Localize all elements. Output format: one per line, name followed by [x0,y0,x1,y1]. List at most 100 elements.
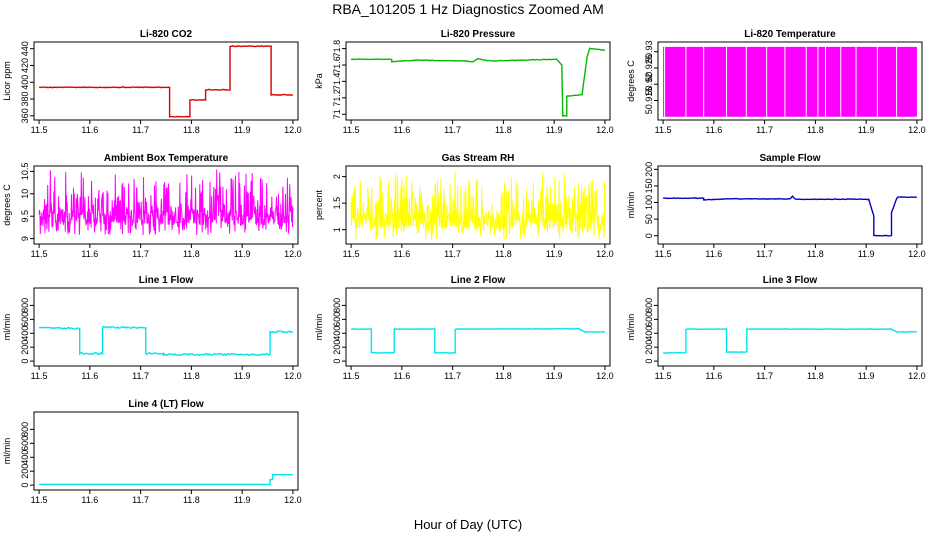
y-tick-label: 50.915 [644,87,654,115]
y-tick-label: 600 [644,312,654,327]
plot-frame [345,41,611,121]
y-tick-label: 800 [332,298,342,313]
x-tick-label: 11.7 [132,371,149,381]
x-tick-label: 11.7 [756,249,773,259]
series-group [662,195,917,237]
x-tick-label: 11.6 [705,125,722,135]
y-tick-label: 400 [20,450,30,465]
x-tick-label: 11.9 [546,249,563,259]
x-tick-label: 11.9 [546,371,563,381]
y-axis-label: ml/min [626,192,636,219]
plot-frame [33,411,299,491]
y-tick-label: 1 [332,227,342,232]
x-tick-label: 11.6 [81,125,98,135]
x-tick-label: 11.5 [31,249,48,259]
plot-title: Line 2 Flow [451,275,506,286]
x-tick-label: 11.9 [858,249,875,259]
y-tick-label: 800 [644,298,654,313]
x-tick-label: 11.8 [495,371,512,381]
plot-title: Ambient Box Temperature [104,153,229,164]
x-tick-label: 11.8 [495,125,512,135]
x-tick-label: 11.5 [31,371,48,381]
y-tick-label: 10 [20,189,30,199]
x-tick-label: 11.9 [234,371,251,381]
y-tick-label: 600 [332,312,342,327]
x-tick-label: 11.5 [655,371,672,381]
x-tick-label: 12.0 [284,495,302,505]
series-group [38,325,293,357]
x-tick-label: 11.7 [132,495,149,505]
y-tick-label: 0 [20,483,30,488]
x-tick-label: 11.6 [705,249,722,259]
plot-title: Li-820 CO2 [140,29,193,40]
y-tick-label: 800 [20,298,30,313]
y-tick-label: 9.5 [20,210,30,223]
y-tick-label: 200 [332,340,342,355]
y-tick-label: 0 [20,359,30,364]
x-tick-label: 11.6 [393,371,410,381]
plot-frame [657,41,923,121]
x-tick-label: 11.8 [807,125,824,135]
x-tick-label: 11.7 [132,249,149,259]
plot-frame [657,165,923,245]
y-axis-label: percent [314,189,324,220]
plot-9: Line 3 Flow 11.5 11.6 11.7 11.8 11.9 12.0 0 2004… [626,275,926,381]
y-axis-label: degrees C [2,184,12,226]
series-line [351,327,605,354]
plot-frame [33,287,299,367]
plot-6: Sample Flow 11.5 11.6 11.7 11.8 11.9 12.0 0 50 10… [626,153,926,259]
x-tick-label: 11.9 [858,371,875,381]
x-tick-label: 12.0 [284,371,302,381]
y-tick-label: 400 [332,326,342,341]
y-tick-label: 200 [20,464,30,479]
x-tick-label: 11.6 [81,249,98,259]
series-group [663,328,917,354]
y-axis-label: ml/min [626,314,636,341]
x-tick-label: 11.8 [495,249,512,259]
y-tick-label: 600 [20,436,30,451]
y-tick-label: 360 [20,108,30,123]
y-tick-label: 50.92 [644,73,654,96]
page-title: RBA_101205 1 Hz Diagnostics Zoomed AM [332,1,604,17]
plot-title: Li-820 Temperature [744,29,836,40]
plot-title: Li-820 Pressure [441,29,516,40]
x-tick-label: 11.6 [81,371,98,381]
y-tick-label: 400 [20,75,30,90]
y-tick-label: 50.925 [644,54,654,82]
x-tick-label: 11.5 [343,371,360,381]
x-tick-label: 11.8 [807,371,824,381]
x-tick-label: 11.5 [31,495,48,505]
plot-1: Li-820 CO2 11.5 11.6 11.7 11.8 11.9 12.0 360380… [2,29,302,135]
y-tick-label: 100 [644,195,654,210]
x-tick-label: 11.7 [756,371,773,381]
x-tick-label: 11.7 [132,125,149,135]
y-axis-label: Licor ppm [2,61,12,101]
x-tick-label: 11.8 [183,495,200,505]
plot-frame [33,41,299,121]
x-tick-label: 11.7 [444,125,461,135]
series-line [662,195,917,237]
y-tick-label: 380 [20,92,30,107]
x-tick-label: 12.0 [596,249,614,259]
series-line [38,325,293,357]
y-tick-label: 50 [644,214,654,224]
x-tick-label: 11.6 [393,249,410,259]
plot-title: Line 4 (LT) Flow [128,399,204,410]
x-tick-label: 11.9 [546,125,563,135]
x-tick-label: 11.5 [655,125,672,135]
y-tick-label: 400 [644,326,654,341]
series-line [38,169,294,236]
x-tick-label: 11.7 [444,249,461,259]
series-line [350,47,605,118]
y-tick-label: 440 [20,41,30,56]
y-tick-label: 150 [644,178,654,193]
x-tick-label: 12.0 [908,249,926,259]
plot-10: Line 4 (LT) Flow 11.5 11.6 11.7 11.8 11.9 12.0… [2,399,302,505]
y-tick-label: 0 [644,233,654,238]
y-tick-label: 200 [20,340,30,355]
series-group [38,169,294,236]
y-tick-label: 71.4 [332,73,342,91]
x-tick-label: 12.0 [284,125,302,135]
